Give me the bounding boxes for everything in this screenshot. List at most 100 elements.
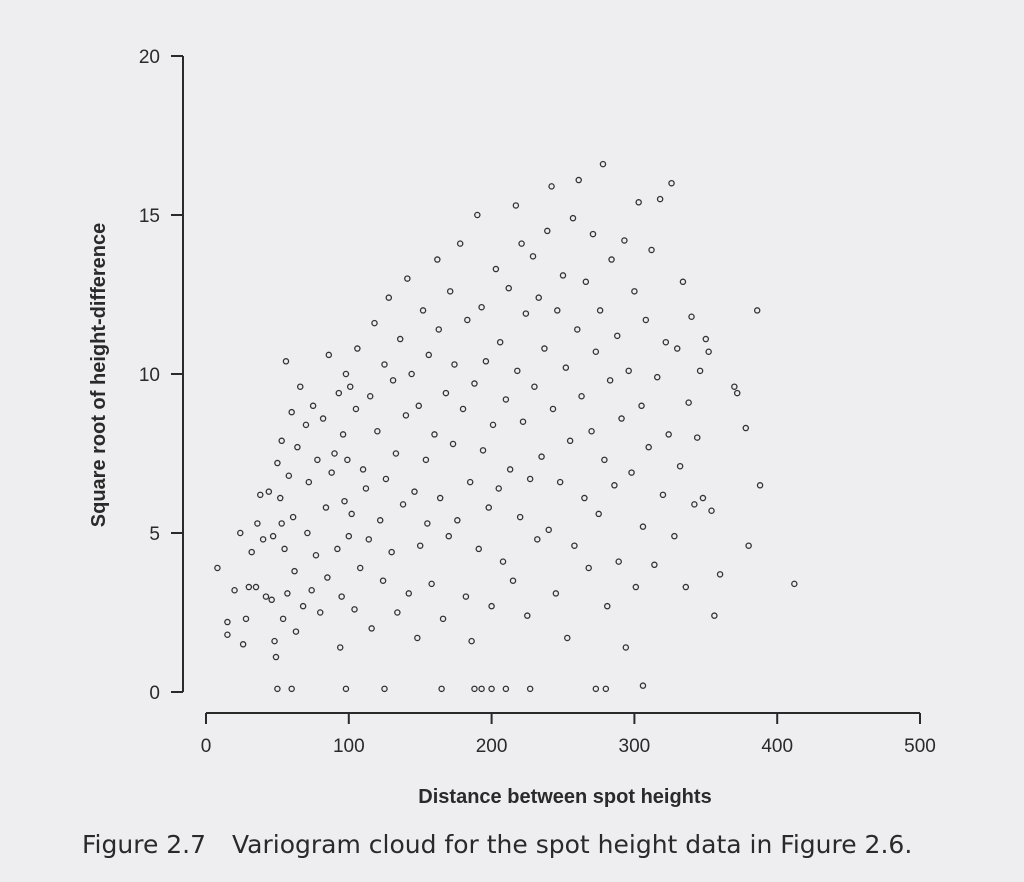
data-point — [716, 571, 724, 578]
data-point — [651, 561, 658, 569]
data-point — [471, 380, 478, 387]
data-point — [559, 272, 567, 279]
data-point — [299, 602, 307, 610]
data-point — [239, 641, 247, 648]
data-point — [514, 367, 521, 375]
data-point — [371, 319, 378, 327]
data-point — [653, 373, 661, 381]
data-point — [454, 517, 461, 524]
data-point — [588, 427, 595, 435]
data-point — [214, 564, 221, 572]
data-point — [399, 501, 407, 508]
data-point — [526, 685, 534, 693]
data-point — [671, 532, 678, 540]
data-point — [334, 545, 341, 553]
data-point — [502, 685, 510, 693]
data-point — [538, 453, 545, 460]
data-point — [324, 574, 331, 581]
data-point — [466, 478, 474, 486]
data-point — [322, 504, 330, 511]
figure-caption: Figure 2.7 Variogram cloud for the spot … — [82, 830, 912, 859]
data-point — [339, 431, 347, 438]
y-tick-label: 15 — [139, 206, 160, 227]
data-point — [656, 195, 664, 203]
data-point — [742, 424, 750, 432]
data-point — [362, 485, 370, 492]
data-point — [434, 256, 441, 263]
data-point — [554, 307, 561, 314]
data-point — [745, 542, 752, 549]
data-point — [585, 564, 592, 572]
data-point — [438, 685, 445, 693]
data-point — [309, 402, 317, 410]
data-point — [562, 364, 570, 371]
data-point — [351, 606, 358, 613]
data-point — [631, 288, 638, 295]
data-point — [505, 284, 512, 292]
data-point — [345, 532, 353, 540]
data-point — [374, 427, 381, 435]
data-point — [691, 501, 698, 508]
data-point — [346, 383, 354, 390]
x-tick-label: 300 — [619, 736, 651, 757]
data-point — [478, 685, 485, 693]
y-axis-title: Square root of height-difference — [88, 223, 110, 527]
data-point — [679, 278, 687, 286]
data-point — [522, 310, 530, 317]
data-point — [531, 383, 538, 390]
data-point — [526, 475, 534, 483]
data-point — [638, 402, 645, 410]
data-point — [625, 367, 632, 375]
data-point — [615, 558, 622, 565]
data-point — [639, 682, 647, 689]
data-point — [685, 399, 692, 406]
data-point — [601, 456, 608, 464]
data-point — [245, 583, 253, 591]
data-point — [288, 408, 295, 416]
data-point — [341, 497, 348, 505]
data-point — [468, 637, 475, 645]
data-point — [242, 615, 250, 623]
data-point — [274, 459, 281, 467]
data-point — [611, 482, 618, 489]
data-point — [642, 316, 650, 324]
data-point — [471, 685, 478, 693]
data-point — [665, 431, 672, 438]
y-tick-label: 0 — [149, 683, 160, 704]
data-point — [396, 335, 404, 343]
data-point — [336, 644, 344, 651]
data-point — [596, 307, 604, 314]
y-axis: 0 5 10 15 20 — [139, 47, 184, 704]
x-axis: 0 100 200 300 400 500 — [201, 712, 936, 757]
data-point — [622, 644, 630, 651]
data-point — [379, 577, 387, 584]
data-point — [328, 469, 335, 476]
data-point — [381, 361, 388, 368]
data-point — [524, 612, 531, 619]
data-point — [284, 590, 291, 597]
data-point — [268, 596, 275, 604]
data-point — [296, 383, 304, 390]
data-point — [549, 405, 557, 413]
data-point — [502, 396, 510, 403]
data-point — [352, 405, 360, 413]
data-point — [388, 548, 395, 556]
data-point — [552, 590, 560, 597]
data-point — [535, 294, 542, 301]
data-point — [682, 583, 690, 591]
data-point — [731, 383, 738, 390]
data-point — [582, 278, 590, 286]
data-point — [604, 602, 611, 610]
data-point — [366, 393, 374, 400]
data-point — [405, 590, 413, 597]
data-point — [237, 529, 244, 537]
x-tick-label: 200 — [476, 736, 508, 757]
data-point — [294, 443, 301, 451]
data-point — [389, 377, 397, 384]
data-point — [495, 485, 502, 492]
data-point — [356, 564, 364, 572]
data-point — [628, 469, 635, 476]
data-point — [428, 580, 435, 588]
data-point — [316, 609, 324, 616]
